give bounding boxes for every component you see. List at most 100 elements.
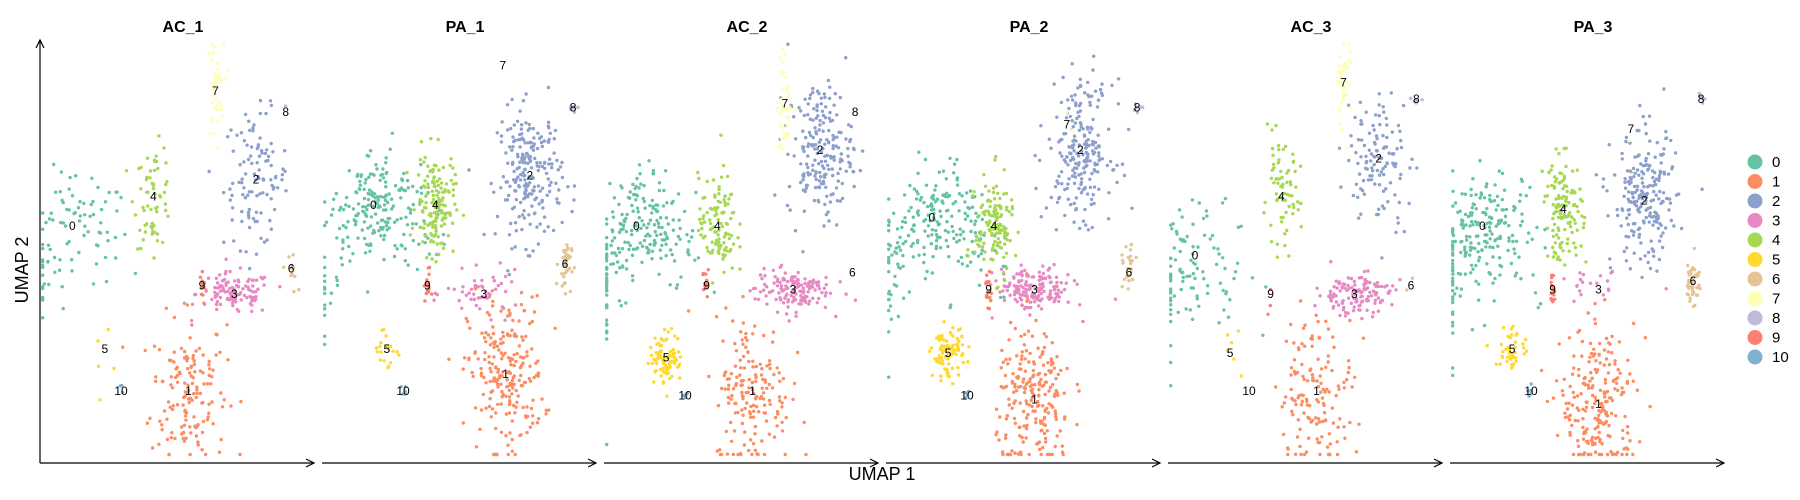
point-cluster-0	[364, 242, 369, 247]
point-cluster-4	[434, 260, 438, 264]
point-cluster-0	[61, 306, 65, 311]
point-cluster-0	[1485, 241, 1489, 245]
point-cluster-0	[42, 282, 47, 286]
point-cluster-0	[1169, 299, 1173, 303]
point-cluster-2	[1644, 193, 1649, 197]
scatter-points	[1451, 87, 1707, 457]
point-cluster-4	[164, 182, 168, 187]
cluster-label: 7	[1340, 75, 1347, 89]
point-cluster-0	[70, 258, 74, 262]
point-cluster-1	[499, 309, 503, 313]
point-cluster-2	[1347, 158, 1351, 163]
point-cluster-5	[940, 351, 945, 355]
point-cluster-4	[429, 232, 433, 236]
point-cluster-2	[797, 106, 801, 110]
point-cluster-1	[1274, 385, 1278, 389]
point-cluster-1	[1583, 409, 1588, 413]
point-cluster-0	[675, 283, 680, 287]
point-cluster-3	[1040, 297, 1044, 301]
point-cluster-1	[1554, 379, 1559, 383]
point-cluster-4	[971, 194, 975, 198]
point-cluster-0	[922, 200, 926, 205]
point-cluster-2	[819, 102, 823, 106]
point-cluster-3	[237, 309, 241, 313]
point-cluster-0	[640, 260, 644, 264]
point-cluster-4	[449, 157, 453, 161]
point-cluster-1	[738, 373, 742, 377]
point-cluster-0	[896, 262, 900, 266]
point-cluster-3	[794, 310, 798, 315]
point-cluster-5	[665, 394, 669, 398]
point-cluster-0	[41, 263, 45, 267]
point-cluster-1	[1017, 425, 1021, 430]
point-cluster-4	[995, 251, 999, 255]
point-cluster-10	[118, 384, 123, 388]
point-cluster-6	[1120, 258, 1125, 263]
point-cluster-1	[1041, 363, 1046, 367]
point-cluster-2	[1079, 180, 1084, 185]
point-cluster-3	[1359, 290, 1363, 295]
point-cluster-0	[609, 262, 613, 266]
point-cluster-0	[378, 194, 383, 199]
point-cluster-1	[1028, 379, 1032, 384]
point-cluster-3	[1025, 295, 1029, 299]
point-cluster-4	[442, 222, 447, 226]
point-cluster-3	[1595, 281, 1599, 285]
point-cluster-2	[1615, 207, 1619, 212]
point-cluster-4	[423, 155, 427, 160]
point-cluster-0	[367, 188, 372, 192]
point-cluster-0	[337, 208, 342, 212]
point-cluster-2	[1366, 178, 1371, 182]
point-cluster-1	[1302, 452, 1307, 457]
point-cluster-2	[827, 116, 832, 121]
point-cluster-1	[214, 332, 218, 336]
point-cluster-2	[513, 189, 517, 193]
point-cluster-1	[731, 386, 736, 391]
point-cluster-1	[1021, 380, 1025, 384]
point-cluster-1	[491, 299, 495, 304]
point-cluster-2	[834, 144, 838, 148]
point-cluster-4	[164, 208, 168, 213]
point-cluster-9	[702, 287, 706, 292]
point-cluster-9	[986, 306, 990, 310]
point-cluster-1	[1317, 336, 1322, 340]
point-cluster-0	[53, 270, 57, 274]
point-cluster-2	[1077, 173, 1081, 177]
point-cluster-9	[984, 280, 988, 284]
point-cluster-4	[984, 220, 989, 224]
point-cluster-2	[1657, 257, 1662, 262]
point-cluster-3	[753, 297, 757, 301]
point-cluster-1	[501, 334, 506, 339]
point-cluster-1	[1022, 343, 1027, 347]
point-cluster-2	[1648, 211, 1653, 215]
point-cluster-1	[1001, 360, 1005, 364]
point-cluster-1	[1024, 399, 1028, 403]
point-cluster-7	[209, 131, 213, 136]
point-cluster-3	[1598, 274, 1603, 278]
point-cluster-2	[1605, 189, 1609, 193]
point-cluster-3	[1362, 269, 1367, 274]
point-cluster-2	[552, 137, 556, 141]
point-cluster-3	[464, 293, 468, 297]
point-cluster-0	[103, 255, 108, 260]
point-cluster-2	[822, 92, 826, 96]
point-cluster-1	[506, 356, 511, 360]
point-cluster-3	[233, 298, 237, 303]
point-cluster-2	[265, 238, 269, 242]
point-cluster-1	[1020, 354, 1024, 358]
point-cluster-0	[662, 188, 666, 193]
point-cluster-1	[1297, 347, 1301, 352]
point-cluster-2	[222, 240, 226, 244]
point-cluster-0	[379, 173, 383, 177]
point-cluster-2	[1353, 115, 1357, 120]
point-cluster-1	[1048, 385, 1053, 390]
point-cluster-2	[1091, 139, 1095, 144]
point-cluster-4	[440, 211, 444, 215]
point-cluster-0	[419, 186, 423, 190]
point-cluster-5	[667, 376, 672, 381]
point-cluster-2	[493, 232, 497, 236]
point-cluster-0	[659, 216, 663, 220]
point-cluster-0	[630, 232, 634, 237]
point-cluster-0	[646, 251, 650, 255]
